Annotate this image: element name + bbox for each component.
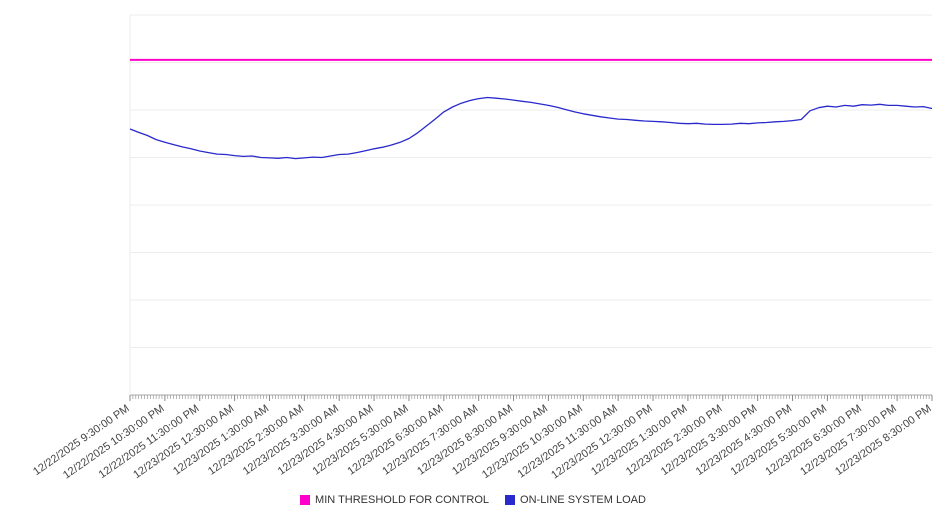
x-axis-ticks [129, 395, 933, 401]
load-line [129, 96, 933, 160]
legend-item-min-threshold[interactable]: MIN THRESHOLD FOR CONTROL [300, 494, 489, 506]
legend-label-threshold: MIN THRESHOLD FOR CONTROL [315, 494, 490, 506]
threshold-swatch [300, 495, 311, 505]
legend: MIN THRESHOLD FOR CONTROL ON-LINE SYSTEM… [0, 494, 946, 506]
legend-item-system-load[interactable]: ON-LINE SYSTEM LOAD [505, 494, 646, 506]
chart-container: 12/22/2025 9:30:00 PM 12/22/2025 10:30:00… [0, 14, 946, 506]
legend-label-load: ON-LINE SYSTEM LOAD [520, 494, 646, 506]
gridlines [129, 14, 932, 396]
load-swatch [505, 495, 516, 505]
